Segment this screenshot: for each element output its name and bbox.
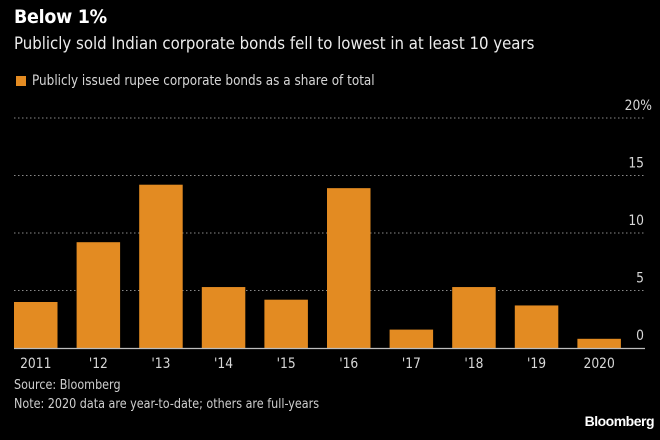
y-tick-label: 15 [628, 156, 644, 172]
legend: Publicly issued rupee corporate bonds as… [16, 73, 430, 89]
x-tick-label: '19 [527, 356, 546, 372]
legend-label: Publicly issued rupee corporate bonds as… [32, 73, 375, 89]
x-tick-label: '17 [402, 356, 421, 372]
bar-2020 [577, 338, 621, 348]
data-note: Note: 2020 data are year-to-date; others… [14, 397, 320, 412]
x-axis-ticks: 2011 '12 '13 '14 '15 '16 '17 '18 '19 2020 [20, 356, 615, 372]
bar-12 [76, 242, 121, 348]
y-axis-ticks: 0 5 10 15 20% [625, 98, 652, 344]
source-note: Source: Bloomberg [14, 378, 121, 393]
bar-19 [514, 305, 559, 348]
bar-16 [327, 188, 371, 348]
x-tick-label: 2020 [583, 356, 614, 372]
x-tick-label: '12 [89, 356, 108, 372]
bar-17 [389, 329, 434, 348]
y-tick-label: 5 [636, 271, 644, 287]
x-tick-label: 2011 [20, 356, 51, 372]
bloomberg-logo: Bloomberg [584, 413, 655, 429]
legend-swatch [16, 76, 26, 86]
y-tick-label: 20% [625, 98, 652, 114]
bars [14, 184, 621, 348]
x-tick-label: '15 [277, 356, 296, 372]
x-tick-label: '14 [214, 356, 233, 372]
bar-13 [139, 184, 183, 348]
y-tick-label: 10 [628, 213, 644, 229]
bar-14 [201, 287, 246, 348]
chart-title: Below 1% [14, 6, 107, 28]
bar-15 [264, 299, 308, 348]
x-tick-label: '18 [464, 356, 483, 372]
x-tick-label: '13 [151, 356, 170, 372]
bar-18 [452, 287, 496, 348]
chart-subtitle: Publicly sold Indian corporate bonds fel… [14, 34, 535, 54]
x-tick-label: '16 [339, 356, 358, 372]
bar-2011 [14, 302, 58, 348]
y-tick-label: 0 [636, 328, 644, 344]
